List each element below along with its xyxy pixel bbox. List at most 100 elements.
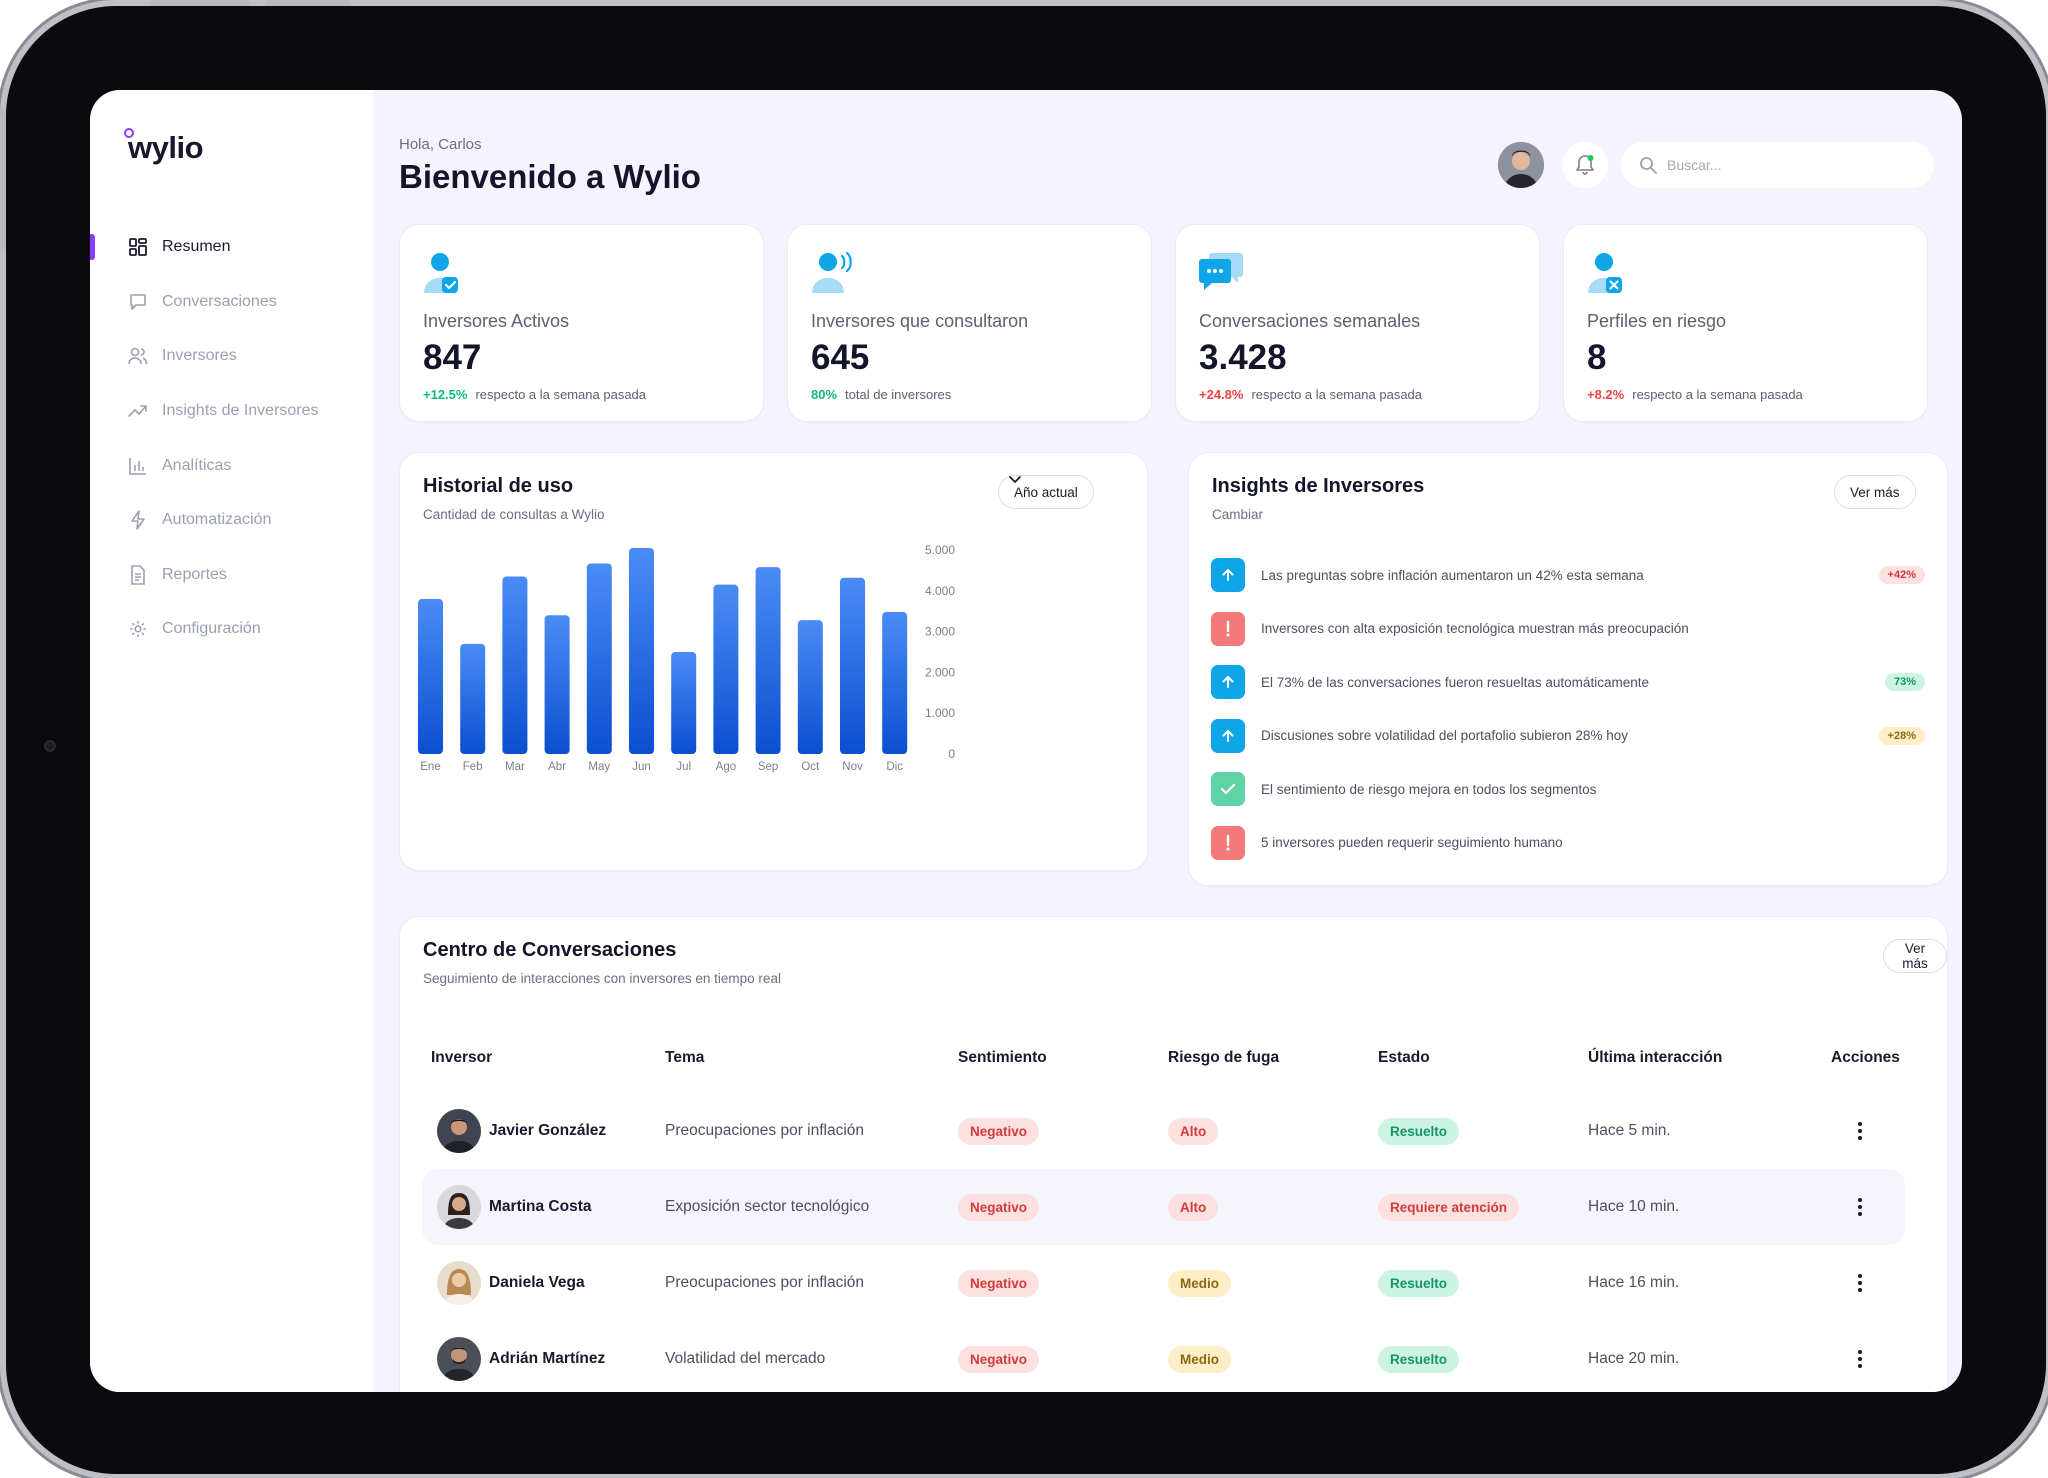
notification-button[interactable]	[1562, 142, 1608, 188]
column-header-inversor[interactable]: Inversor	[431, 1049, 493, 1066]
sidebar-item-resumen[interactable]: Resumen	[90, 220, 373, 275]
column-header-ultima[interactable]: Última interacción	[1588, 1049, 1723, 1066]
users-icon	[128, 346, 148, 366]
user-x-icon	[1586, 251, 1626, 295]
avatar	[437, 1109, 481, 1153]
sentiment-cell: Negativo	[958, 1245, 1040, 1321]
table-row[interactable]: Adrián Martínez Volatilidad del mercado …	[422, 1321, 1905, 1392]
bar-feb[interactable]	[460, 643, 486, 754]
status-cell: Resuelto	[1378, 1321, 1460, 1392]
sentiment-cell: Negativo	[958, 1169, 1040, 1245]
sidebar-item-conversaciones[interactable]: Conversaciones	[90, 275, 373, 330]
insights-more-button[interactable]: Ver más	[1834, 475, 1916, 509]
conversations-more-button[interactable]: Ver más	[1883, 939, 1947, 973]
bar-ene[interactable]	[418, 598, 443, 754]
risk-cell: Alto	[1168, 1169, 1219, 1245]
kebab-menu-icon	[1858, 1274, 1862, 1292]
bar-ago[interactable]	[713, 584, 739, 754]
sidebar-item-automatizacion[interactable]: Automatización	[90, 493, 373, 548]
insights-subtitle[interactable]: Cambiar	[1212, 507, 1264, 522]
column-header-sentimiento[interactable]: Sentimiento	[958, 1049, 1047, 1066]
column-header-tema[interactable]: Tema	[665, 1049, 705, 1066]
alert-icon	[1211, 611, 1245, 646]
year-filter-dropdown[interactable]: Año actual	[998, 475, 1094, 509]
sentiment-badge: Negativo	[958, 1193, 1040, 1221]
risk-badge: Alto	[1168, 1117, 1219, 1145]
insight-item[interactable]: El 73% de las conversaciones fueron resu…	[1211, 664, 1925, 700]
sentiment-badge: Negativo	[958, 1269, 1040, 1297]
conversations-subtitle: Seguimiento de interacciones con inverso…	[423, 971, 781, 986]
investor-cell: Adrián Martínez	[437, 1321, 605, 1392]
bar-sep[interactable]	[755, 567, 781, 754]
insight-text: Las preguntas sobre inflación aumentaron…	[1261, 567, 1644, 583]
sidebar-item-reportes[interactable]: Reportes	[90, 548, 373, 603]
brand-logo[interactable]: wylio	[124, 128, 204, 166]
grid-icon	[128, 237, 148, 257]
topic-cell: Volatilidad del mercado	[665, 1350, 826, 1367]
stat-footer: +12.5% respecto a la semana pasada	[423, 387, 646, 402]
x-tick-label: Nov	[842, 761, 863, 773]
x-tick-label: Oct	[801, 761, 820, 773]
bar-nov[interactable]	[840, 577, 865, 754]
arrow-up-icon	[1211, 558, 1245, 592]
gear-icon	[128, 619, 148, 639]
sidebar-item-inversores[interactable]: Inversores	[90, 329, 373, 384]
bar-abr[interactable]	[544, 615, 570, 754]
table-row[interactable]: Daniela Vega Preocupaciones por inflació…	[422, 1245, 1905, 1321]
status-cell: Resuelto	[1378, 1245, 1460, 1321]
document-icon	[128, 565, 148, 585]
more-actions-button[interactable]	[1857, 1245, 1863, 1321]
search-icon	[1640, 157, 1657, 174]
stat-note: respecto a la semana pasada	[475, 387, 647, 402]
bar-jun[interactable]	[629, 547, 654, 754]
topic-cell: Preocupaciones por inflación	[665, 1122, 865, 1139]
insight-item[interactable]: 5 inversores pueden requerir seguimiento…	[1211, 825, 1925, 861]
page-title: Bienvenido a Wylio	[399, 158, 701, 195]
sidebar-item-configuracion[interactable]: Configuración	[90, 602, 373, 657]
side-button	[0, 110, 6, 250]
column-header-estado[interactable]: Estado	[1378, 1049, 1430, 1066]
chat-bubbles-icon	[1198, 251, 1243, 295]
status-badge: Resuelto	[1378, 1345, 1460, 1373]
user-voice-icon	[810, 251, 852, 295]
stat-change: +12.5%	[423, 387, 468, 402]
last-interaction-cell: Hace 16 min.	[1588, 1274, 1680, 1291]
sidebar-item-insights[interactable]: Insights de Inversores	[90, 384, 373, 439]
bar-may[interactable]	[586, 563, 612, 754]
search-input[interactable]	[1667, 157, 1917, 173]
y-tick-label: 5.000	[925, 543, 955, 557]
insight-item[interactable]: Discusiones sobre volatilidad del portaf…	[1211, 718, 1925, 754]
conversations-card: Centro de Conversaciones Seguimiento de …	[399, 916, 1948, 1392]
table-row[interactable]: Martina Costa Exposición sector tecnológ…	[422, 1169, 1905, 1245]
trend-icon	[128, 401, 148, 421]
bar-jul[interactable]	[671, 652, 697, 754]
column-header-riesgo[interactable]: Riesgo de fuga	[1168, 1049, 1280, 1066]
stat-change: +8.2%	[1587, 387, 1625, 402]
sidebar-item-analiticas[interactable]: Analíticas	[90, 438, 373, 493]
x-tick-label: Sep	[758, 761, 778, 773]
x-tick-label: Jun	[632, 761, 651, 773]
insight-item[interactable]: Las preguntas sobre inflación aumentaron…	[1211, 557, 1925, 593]
status-badge: Resuelto	[1378, 1269, 1460, 1297]
bar-oct[interactable]	[797, 620, 823, 754]
insight-text: Inversores con alta exposición tecnológi…	[1261, 621, 1689, 636]
more-actions-button[interactable]	[1857, 1321, 1863, 1392]
insights-card: Insights de Inversores Cambiar Ver más L…	[1188, 452, 1948, 886]
usage-chart-card: Historial de uso Cantidad de consultas a…	[399, 452, 1148, 871]
insight-item[interactable]: Inversores con alta exposición tecnológi…	[1211, 611, 1925, 647]
sentiment-badge: Negativo	[958, 1117, 1040, 1145]
bar-dic[interactable]	[882, 612, 908, 754]
more-actions-button[interactable]	[1857, 1169, 1863, 1245]
usage-bar-chart: Ene Feb Mar Abr May Jun Jul Ago Sep Oct Nov Dic 5.0…	[418, 543, 955, 773]
insight-item[interactable]: El sentimiento de riesgo mejora en todos…	[1211, 771, 1925, 807]
table-row[interactable]: Javier González Preocupaciones por infla…	[422, 1093, 1905, 1169]
risk-cell: Medio	[1168, 1245, 1231, 1321]
more-actions-button[interactable]	[1857, 1093, 1863, 1169]
user-avatar[interactable]	[1498, 142, 1544, 188]
x-tick-label: Dic	[886, 761, 903, 773]
user-check-icon	[422, 251, 462, 295]
status-cell: Resuelto	[1378, 1093, 1460, 1169]
stat-footer: +24.8% respecto a la semana pasada	[1199, 387, 1422, 402]
bar-mar[interactable]	[502, 576, 528, 754]
insight-text: Discusiones sobre volatilidad del portaf…	[1261, 728, 1628, 743]
